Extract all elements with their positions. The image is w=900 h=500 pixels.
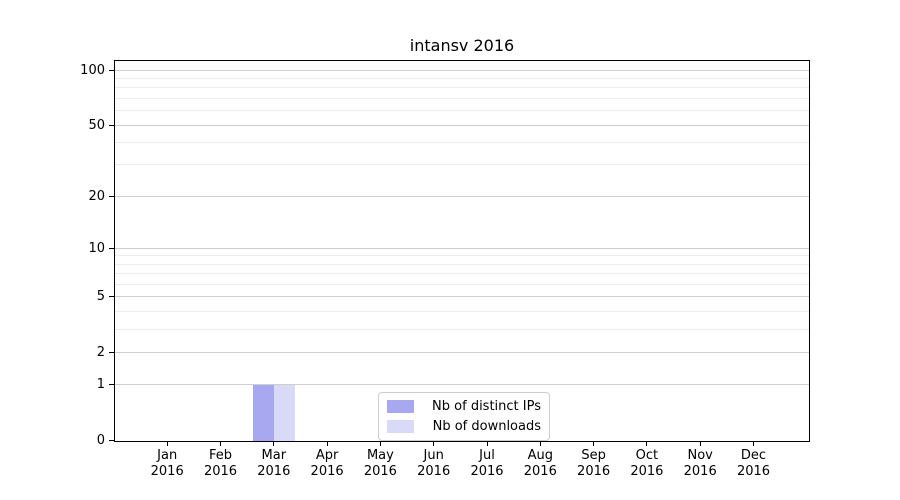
x-tick-mark bbox=[753, 442, 754, 446]
gridline-minor bbox=[115, 98, 809, 99]
x-tick-label: Nov 2016 bbox=[683, 448, 717, 479]
x-tick-label: Feb 2016 bbox=[203, 448, 238, 479]
gridline-major bbox=[115, 247, 809, 249]
x-tick-label: Mar 2016 bbox=[257, 448, 291, 479]
y-tick-mark bbox=[109, 384, 114, 386]
x-tick-mark bbox=[326, 442, 328, 446]
y-tick-label: 20 bbox=[88, 188, 105, 204]
legend-label: Nb of downloads bbox=[432, 419, 541, 434]
y-tick-label: 5 bbox=[96, 289, 105, 305]
gridline-major bbox=[115, 195, 809, 197]
plot-area: Nb of distinct IPs Nb of downloads 0 1 2 5 1… bbox=[80, 60, 810, 479]
gridline-major bbox=[115, 69, 809, 71]
x-tick-mark bbox=[699, 442, 701, 446]
gridline-major bbox=[115, 296, 809, 298]
legend: Nb of distinct IPs Nb of downloads bbox=[378, 392, 550, 441]
gridline-minor bbox=[115, 142, 809, 144]
chart-title: intansv 2016 bbox=[409, 36, 515, 55]
x-tick-label: Apr 2016 bbox=[310, 448, 344, 479]
x-tick-mark bbox=[220, 442, 221, 446]
gridline-minor bbox=[115, 78, 809, 80]
x-tick-label: Jun 2016 bbox=[417, 448, 451, 479]
x-tick-mark bbox=[486, 442, 488, 446]
legend-label: Nb of distinct IPs bbox=[432, 399, 541, 414]
y-tick-label: 0 bbox=[96, 433, 105, 448]
legend-item-downloads: Nb of downloads bbox=[387, 419, 541, 434]
x-tick-label: Aug 2016 bbox=[523, 448, 557, 479]
x-tick-mark bbox=[273, 442, 275, 446]
gridline-minor bbox=[115, 110, 809, 112]
bar-downloads bbox=[273, 385, 296, 441]
y-tick-mark bbox=[109, 195, 114, 197]
y-tick-mark bbox=[109, 247, 114, 249]
gridline-major bbox=[115, 351, 809, 353]
gridline-minor bbox=[115, 164, 809, 166]
bar-distinct-ips bbox=[252, 385, 274, 441]
y-tick-label: 100 bbox=[80, 62, 105, 78]
x-tick-label: Jul 2016 bbox=[470, 448, 504, 479]
legend-swatch bbox=[387, 400, 414, 413]
gridline-minor bbox=[115, 255, 809, 257]
gridline-minor bbox=[115, 283, 809, 285]
y-tick-mark bbox=[109, 440, 114, 441]
x-tick-mark bbox=[539, 442, 541, 446]
x-tick-label: May 2016 bbox=[363, 448, 397, 479]
y-tick-mark bbox=[109, 124, 114, 126]
x-tick-mark bbox=[433, 442, 435, 446]
x-tick-mark bbox=[166, 442, 168, 446]
x-tick-label: Oct 2016 bbox=[630, 448, 664, 479]
x-tick-mark bbox=[646, 442, 648, 446]
x-tick-label: Sep 2016 bbox=[577, 448, 611, 479]
x-tick-mark bbox=[593, 442, 595, 446]
x-tick-label: Dec 2016 bbox=[736, 448, 771, 479]
gridline-minor bbox=[115, 310, 809, 312]
x-tick-mark bbox=[379, 442, 381, 446]
y-tick-label: 1 bbox=[96, 377, 105, 393]
y-tick-mark bbox=[109, 296, 114, 298]
gridline-major bbox=[115, 384, 809, 386]
y-tick-label: 10 bbox=[88, 240, 105, 256]
gridline-minor bbox=[115, 87, 809, 89]
gridline-minor bbox=[115, 273, 809, 275]
y-tick-label: 50 bbox=[88, 117, 105, 133]
x-tick-label: Jan 2016 bbox=[150, 448, 184, 479]
gridline-major bbox=[115, 124, 809, 126]
y-tick-mark bbox=[109, 351, 114, 353]
y-tick-mark bbox=[109, 69, 114, 71]
legend-item-distinct-ips: Nb of distinct IPs bbox=[387, 399, 541, 414]
y-tick-label: 2 bbox=[96, 344, 105, 360]
gridline-minor bbox=[115, 263, 809, 265]
legend-swatch bbox=[387, 420, 414, 433]
gridline-minor bbox=[115, 328, 809, 330]
